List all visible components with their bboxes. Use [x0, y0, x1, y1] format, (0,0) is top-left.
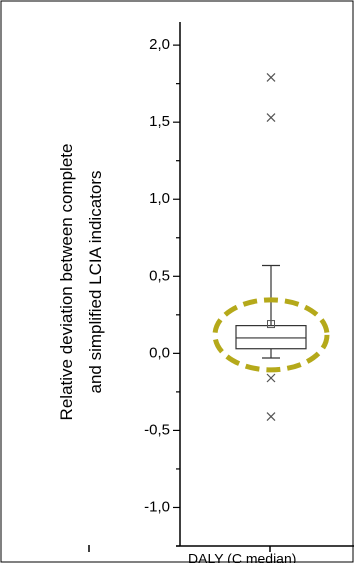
highlight-ellipse [212, 297, 330, 373]
outlier-point [266, 113, 276, 122]
y-tick-label: -0,5 [144, 421, 170, 438]
y-tick-label: 1,0 [149, 190, 170, 207]
outlier-point [266, 73, 276, 82]
outlier-point [266, 373, 276, 383]
y-tick-label: -1,0 [144, 498, 170, 515]
category-label: DALY (C median) [188, 550, 296, 563]
y-axis-label-line-2: and simplified LCIA indicators [86, 170, 105, 393]
y-tick-label: 0,5 [149, 267, 170, 284]
outliers [266, 73, 276, 421]
outlier-point [266, 412, 276, 421]
box [235, 325, 307, 350]
y-ticks: 2,0 1,5 1,0 0,5 0,0 -0,5 -1,0 [144, 36, 180, 547]
y-tick-label: 1,5 [149, 113, 170, 130]
y-tick-label: 2,0 [149, 36, 170, 53]
box-group [235, 264, 307, 359]
y-axis-label-line-1: Relative deviation between complete [57, 144, 76, 421]
mean-marker [267, 320, 275, 329]
y-tick-label: 0,0 [149, 344, 170, 361]
